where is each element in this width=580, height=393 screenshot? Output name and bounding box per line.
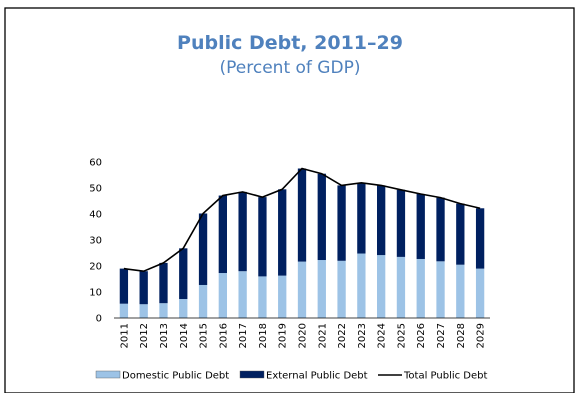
bar-domestic <box>278 275 287 318</box>
bar-external <box>119 268 129 304</box>
bar-domestic <box>238 271 247 318</box>
bar-domestic <box>456 264 465 318</box>
bar-external <box>179 248 188 300</box>
bar-domestic <box>396 256 406 318</box>
bar-domestic <box>159 303 168 318</box>
y-tick-label: 20 <box>89 262 102 273</box>
x-tick-label: 2026 <box>416 323 427 348</box>
legend-domestic-swatch <box>95 370 121 379</box>
bar-external <box>159 262 168 304</box>
x-tick-label: 2015 <box>199 323 210 348</box>
bar-domestic <box>475 268 485 318</box>
bar-external <box>377 185 386 256</box>
bar-external <box>456 203 465 265</box>
y-tick-label: 60 <box>89 158 102 169</box>
x-tick-label: 2017 <box>238 323 249 348</box>
legend-total-label: Total Public Debt <box>403 371 488 382</box>
bar-domestic <box>337 260 346 318</box>
x-tick-label: 2029 <box>476 323 487 348</box>
bar-external <box>396 189 406 257</box>
x-tick-label: 2018 <box>258 323 269 348</box>
x-tick-label: 2023 <box>357 323 368 348</box>
legend-external-swatch <box>239 370 265 379</box>
bar-external <box>258 197 267 277</box>
legend-external-label: External Public Debt <box>266 371 368 382</box>
x-tick-label: 2028 <box>456 323 467 348</box>
bar-domestic <box>198 284 208 318</box>
x-tick-label: 2019 <box>278 323 289 348</box>
bar-domestic <box>218 273 227 318</box>
bar-domestic <box>377 255 386 318</box>
bar-external <box>357 182 366 254</box>
y-tick-label: 0 <box>96 314 102 325</box>
bar-external <box>139 271 148 305</box>
bar-external <box>238 191 247 272</box>
bar-external <box>436 197 445 262</box>
x-tick-label: 2011 <box>119 323 130 348</box>
x-tick-label: 2013 <box>159 323 170 348</box>
bar-domestic <box>416 258 425 318</box>
x-tick-label: 2024 <box>377 323 388 348</box>
bar-external <box>218 195 227 274</box>
bar-domestic <box>139 304 148 318</box>
x-tick-label: 2012 <box>139 323 150 348</box>
legend-domestic-label: Domestic Public Debt <box>122 371 229 382</box>
x-tick-label: 2014 <box>179 323 190 348</box>
bar-external <box>475 208 485 269</box>
bar-domestic <box>119 303 129 318</box>
bar-domestic <box>179 299 188 318</box>
x-tick-label: 2022 <box>337 323 348 348</box>
bar-domestic <box>436 261 445 318</box>
bar-domestic <box>258 276 267 318</box>
bar-domestic <box>357 253 366 318</box>
chart-title: Public Debt, 2011–29 <box>177 32 403 54</box>
bar-external <box>416 193 425 259</box>
bar-external <box>337 185 346 261</box>
y-tick-label: 40 <box>89 210 102 221</box>
x-tick-label: 2016 <box>218 323 229 348</box>
y-tick-label: 10 <box>89 288 102 299</box>
bar-external <box>278 189 287 276</box>
bar-domestic <box>317 260 326 318</box>
bar-domestic <box>297 261 307 318</box>
line-total-public-debt <box>123 167 481 273</box>
bar-external <box>297 168 307 262</box>
y-tick-label: 30 <box>89 236 102 247</box>
bar-external <box>317 173 326 261</box>
y-tick-label: 50 <box>89 184 102 195</box>
x-tick-label: 2027 <box>436 323 447 348</box>
x-tick-label: 2025 <box>396 323 407 348</box>
x-tick-label: 2021 <box>317 323 328 348</box>
chart-subtitle: (Percent of GDP) <box>219 58 361 78</box>
x-tick-label: 2020 <box>298 323 309 348</box>
bar-external <box>198 213 208 285</box>
